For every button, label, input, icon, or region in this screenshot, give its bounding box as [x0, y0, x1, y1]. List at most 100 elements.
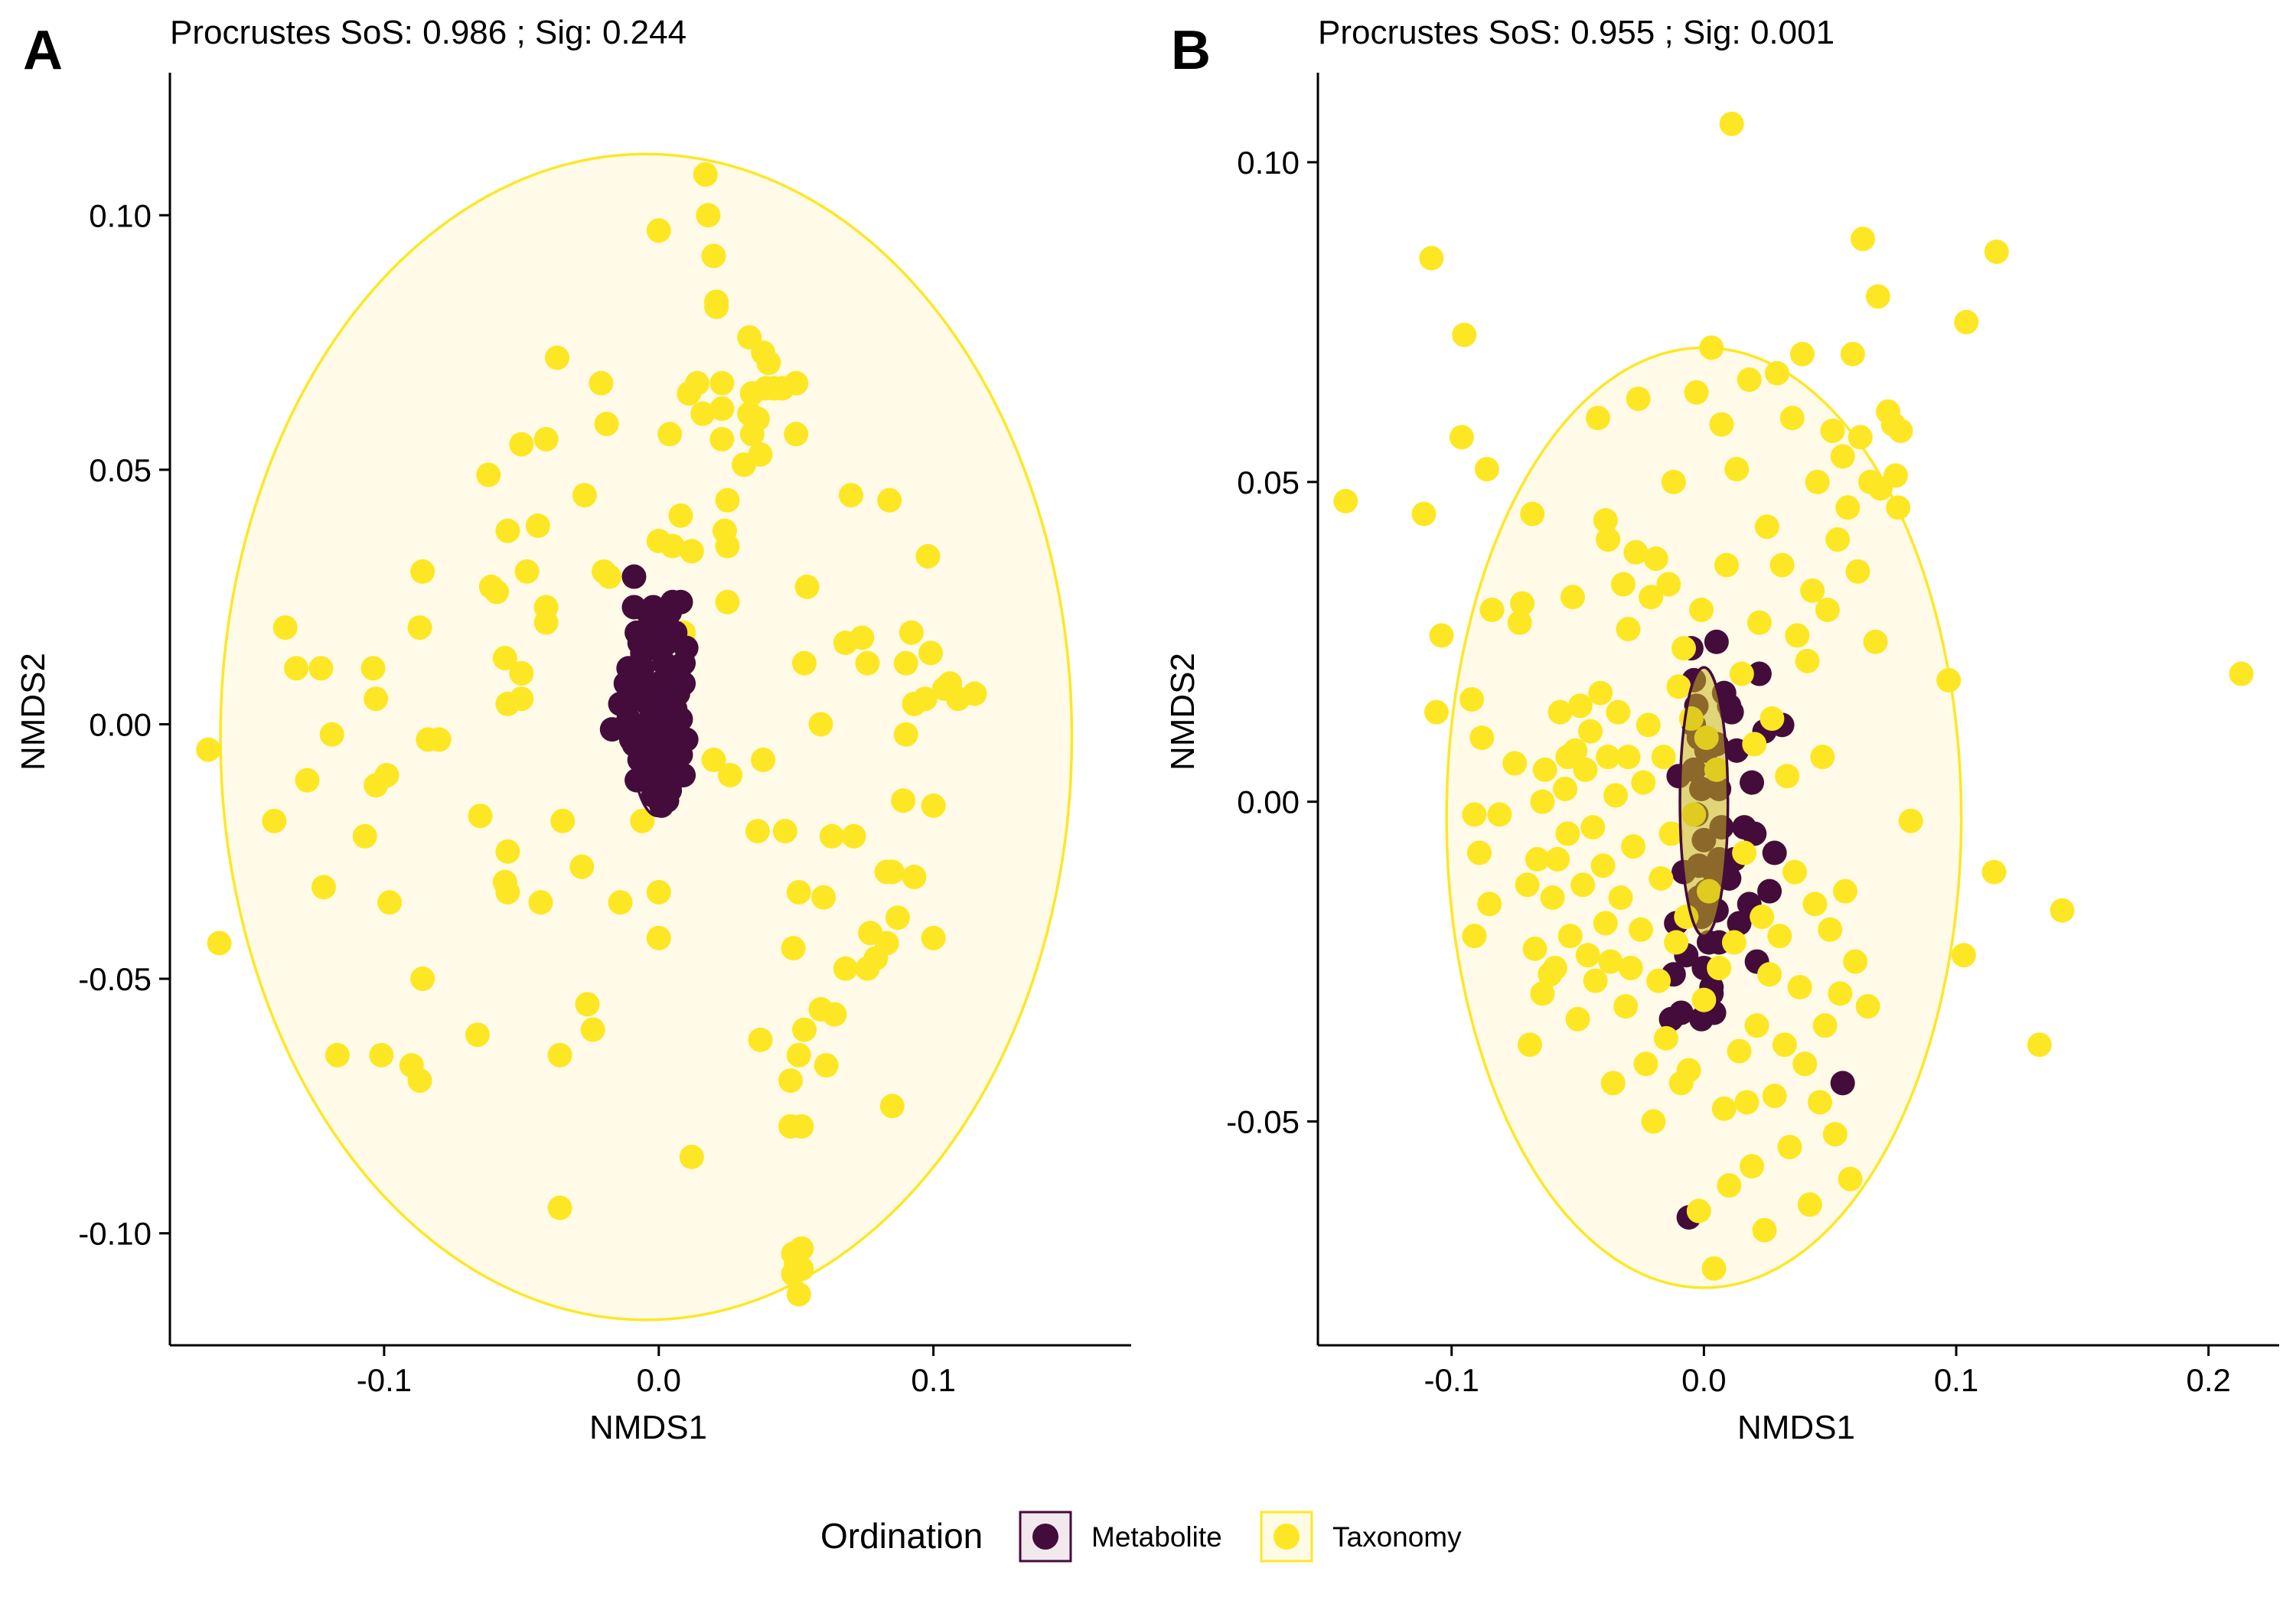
taxonomy-point	[657, 422, 683, 447]
taxonomy-point	[1580, 815, 1606, 840]
taxonomy-point	[1711, 1096, 1737, 1121]
taxonomy-point	[528, 890, 553, 915]
taxonomy-point	[786, 879, 811, 905]
metabolite-point	[671, 762, 696, 787]
taxonomy-point	[1429, 623, 1454, 648]
taxonomy-point	[319, 722, 344, 747]
taxonomy-point	[1590, 853, 1616, 878]
taxonomy-point	[1898, 808, 1923, 833]
metabolite-point	[630, 656, 655, 681]
taxonomy-point	[311, 875, 336, 900]
taxonomy-point	[630, 808, 655, 833]
taxonomy-point	[1649, 865, 1674, 891]
taxonomy-point	[2229, 661, 2254, 686]
taxonomy-point	[685, 370, 710, 396]
taxonomy-point	[808, 712, 833, 737]
taxonomy-point	[1737, 367, 1762, 393]
taxonomy-point	[1709, 412, 1734, 437]
taxonomy-point	[745, 406, 770, 432]
taxonomy-point	[495, 879, 520, 905]
metabolite-point	[668, 589, 693, 614]
taxonomy-point	[1613, 994, 1639, 1019]
taxonomy-point	[1777, 1134, 1802, 1159]
taxonomy-point	[1616, 617, 1641, 642]
taxonomy-point	[495, 518, 520, 543]
taxonomy-point	[1616, 745, 1641, 770]
taxonomy-point	[962, 681, 987, 706]
taxonomy-point	[1981, 859, 2007, 885]
taxonomy-point	[1487, 802, 1512, 827]
taxonomy-point	[1800, 578, 1825, 603]
taxonomy-point	[921, 925, 946, 950]
taxonomy-point	[1762, 1084, 1787, 1109]
taxonomy-point	[407, 615, 432, 641]
taxonomy-point	[509, 432, 534, 457]
taxonomy-point	[1479, 597, 1505, 622]
taxonomy-point	[360, 656, 386, 681]
taxonomy-point	[1851, 227, 1876, 252]
legend: Ordination Metabolite Taxonomy	[820, 1511, 1462, 1563]
taxonomy-point	[295, 768, 320, 793]
legend-marker-taxonomy	[1274, 1524, 1300, 1550]
metabolite-point	[641, 620, 666, 645]
metabolite-point	[663, 620, 688, 645]
taxonomy-point	[811, 885, 837, 910]
taxonomy-point	[476, 462, 501, 487]
taxonomy-point	[1757, 962, 1782, 987]
taxonomy-point	[465, 1022, 490, 1048]
taxonomy-point	[284, 656, 309, 681]
panel-a-subtitle: Procrustes SoS: 0.986 ; Sig: 0.244	[170, 14, 687, 51]
taxonomy-point	[885, 905, 910, 931]
taxonomy-point	[1717, 1173, 1742, 1198]
taxonomy-point	[1815, 597, 1840, 622]
taxonomy-point	[1954, 309, 1979, 334]
taxonomy-point	[1623, 539, 1649, 565]
taxonomy-point	[1553, 776, 1578, 801]
taxonomy-point	[1752, 1217, 1777, 1243]
taxonomy-point	[272, 615, 298, 641]
plot-area-a: -0.1 0.0 0.1 -0.10 -0.05 0.00 0.05 0.10	[78, 73, 1131, 1398]
taxonomy-point	[1557, 924, 1583, 949]
taxonomy-point	[879, 859, 905, 885]
y-tick-label-b: 0.00	[1237, 784, 1300, 820]
x-axis-title-b: NMDS1	[1737, 1409, 1855, 1446]
taxonomy-point	[1792, 1051, 1818, 1077]
taxonomy-point	[1719, 111, 1744, 136]
taxonomy-point	[1545, 846, 1570, 872]
taxonomy-point	[1754, 514, 1779, 539]
taxonomy-point	[1984, 239, 2009, 264]
taxonomy-point	[1530, 981, 1555, 1006]
taxonomy-point	[1452, 322, 1477, 347]
taxonomy-point	[1808, 1090, 1833, 1115]
taxonomy-point	[1333, 488, 1358, 513]
taxonomy-point	[1532, 757, 1557, 782]
taxonomy-point	[1855, 994, 1880, 1019]
taxonomy-point	[1835, 495, 1861, 520]
taxonomy-point	[1639, 585, 1664, 610]
taxonomy-point	[207, 931, 232, 956]
y-tick-label-b: 0.05	[1237, 464, 1300, 500]
metabolite-point	[1757, 878, 1782, 904]
metabolite-point	[1742, 821, 1767, 846]
taxonomy-point	[1578, 719, 1603, 744]
taxonomy-point	[1767, 924, 1792, 949]
taxonomy-point	[325, 1042, 350, 1068]
taxonomy-point	[1782, 859, 1808, 885]
taxonomy-point	[1646, 968, 1671, 993]
taxonomy-point	[1477, 892, 1502, 917]
taxonomy-point	[748, 1027, 773, 1052]
taxonomy-point	[1588, 680, 1613, 706]
taxonomy-point	[1570, 872, 1596, 898]
taxonomy-point	[1636, 712, 1661, 738]
taxonomy-point	[426, 727, 452, 752]
metabolite-point	[1830, 1071, 1855, 1096]
taxonomy-point	[1689, 597, 1714, 622]
taxonomy-point	[891, 788, 916, 813]
taxonomy-point	[308, 656, 334, 681]
taxonomy-point	[352, 823, 377, 849]
taxonomy-point	[1593, 507, 1618, 533]
taxonomy-point	[679, 1144, 704, 1169]
taxonomy-point	[1699, 335, 1724, 360]
taxonomy-point	[791, 1017, 817, 1042]
